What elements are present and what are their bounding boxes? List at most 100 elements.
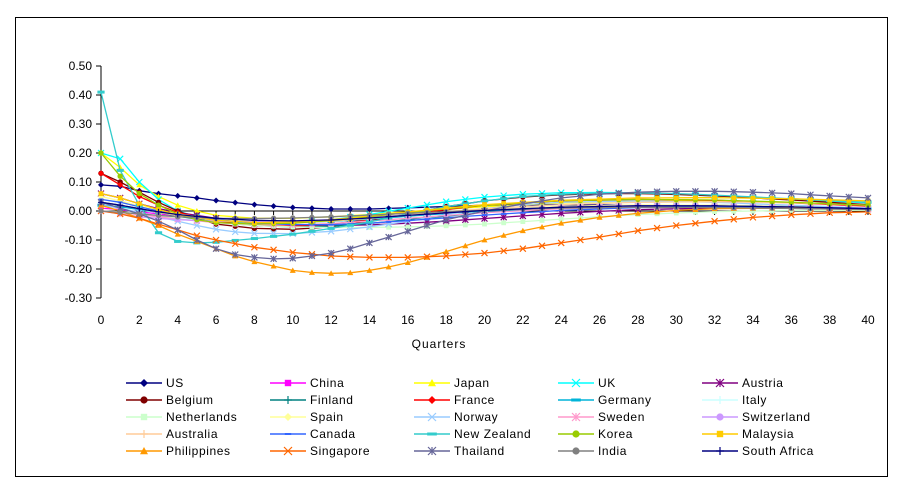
legend-marker (427, 432, 437, 436)
legend-marker (140, 430, 148, 438)
y-tick-label: 0.20 (69, 146, 93, 160)
data-point (328, 214, 334, 220)
data-point (174, 231, 181, 237)
x-tick-label: 6 (213, 313, 220, 327)
legend-marker (427, 412, 437, 422)
data-point (328, 270, 335, 276)
data-point (693, 195, 698, 201)
data-point (117, 164, 124, 170)
data-point (845, 193, 853, 201)
data-point (424, 218, 430, 221)
data-point (347, 205, 354, 212)
data-point (155, 202, 162, 208)
data-point (501, 201, 507, 206)
data-point (653, 224, 661, 232)
data-point (692, 187, 699, 195)
data-point (865, 202, 871, 208)
data-point (155, 217, 162, 225)
legend-item: Japan (414, 376, 490, 390)
x-tick-label: 0 (98, 313, 105, 327)
data-point (788, 203, 795, 210)
data-point (386, 220, 392, 223)
data-point (462, 242, 469, 249)
x-tick-label: 4 (174, 313, 181, 327)
data-point (730, 203, 737, 210)
legend-marker (572, 447, 580, 455)
data-point (385, 263, 392, 270)
legend-item: Malaysia (702, 427, 794, 441)
data-point (136, 181, 143, 188)
data-point (520, 219, 526, 224)
legend-label: Netherlands (166, 410, 237, 424)
data-point (711, 193, 719, 197)
data-point (558, 204, 565, 211)
axes: 0.50 0.40 0.30 0.20 0.10 0.00 -0.10 -0.20 -0.30 0… (65, 59, 875, 327)
legend-item: Austria (702, 376, 783, 390)
legend-marker (283, 446, 293, 456)
data-point (520, 211, 526, 214)
data-point (768, 189, 776, 197)
data-point (136, 211, 143, 217)
legend-label: Thailand (454, 444, 505, 458)
data-point (500, 213, 508, 221)
data-point (270, 255, 277, 263)
data-point (577, 217, 584, 223)
legend-label: France (454, 393, 495, 407)
legend-label: Sweden (598, 410, 645, 424)
data-point (250, 229, 258, 237)
legend-item: Norway (414, 410, 498, 424)
data-point (155, 212, 162, 219)
legend-marker (427, 446, 437, 456)
x-tick-label: 20 (478, 313, 492, 327)
legend-label: Italy (742, 393, 767, 407)
data-point (845, 205, 852, 212)
legend-item: US (126, 376, 183, 390)
data-point (787, 190, 795, 198)
data-point (231, 251, 239, 258)
legend-item: Finland (270, 393, 353, 407)
legend-label: Belgium (166, 393, 214, 407)
y-tick-label: 0.00 (69, 204, 93, 218)
data-point (174, 192, 181, 199)
data-point (251, 258, 258, 265)
data-point (270, 203, 277, 210)
data-point (634, 202, 641, 209)
data-point (482, 221, 487, 227)
data-point (212, 245, 220, 253)
data-point (232, 199, 239, 206)
data-point (231, 240, 239, 248)
legend-marker (284, 379, 292, 387)
data-point (730, 215, 738, 223)
legend-marker (140, 447, 148, 455)
data-point (653, 188, 661, 196)
legend-label: Australia (166, 427, 218, 441)
data-point (480, 199, 489, 203)
data-point (270, 263, 277, 269)
data-point (461, 195, 469, 203)
data-point (750, 208, 756, 214)
data-point (557, 239, 565, 247)
legend-label: Japan (454, 376, 490, 390)
data-point (385, 253, 393, 261)
data-point (346, 253, 354, 261)
data-point (136, 205, 143, 212)
data-point (538, 197, 546, 205)
series-lines (97, 90, 872, 276)
legend: US China Japan UK Austria Belgium Finland Franc… (126, 376, 813, 458)
x-tick-label: 24 (555, 313, 569, 327)
data-point (673, 195, 679, 201)
legend-label: Switzerland (742, 410, 811, 424)
legend-label: Spain (310, 410, 344, 424)
data-point (481, 207, 488, 214)
legend-item: Netherlands (126, 410, 237, 424)
x-tick-label: 26 (593, 313, 607, 327)
data-point (327, 249, 335, 257)
data-point (98, 208, 104, 214)
data-point (213, 197, 220, 204)
data-point (462, 222, 468, 228)
legend-item: Italy (702, 393, 767, 407)
x-tick-label: 12 (324, 313, 338, 327)
x-tick-label: 18 (439, 313, 453, 327)
data-point (616, 196, 622, 201)
line-chart: 0.50 0.40 0.30 0.20 0.10 0.00 -0.10 -0.20 -0.30 0… (65, 59, 875, 458)
